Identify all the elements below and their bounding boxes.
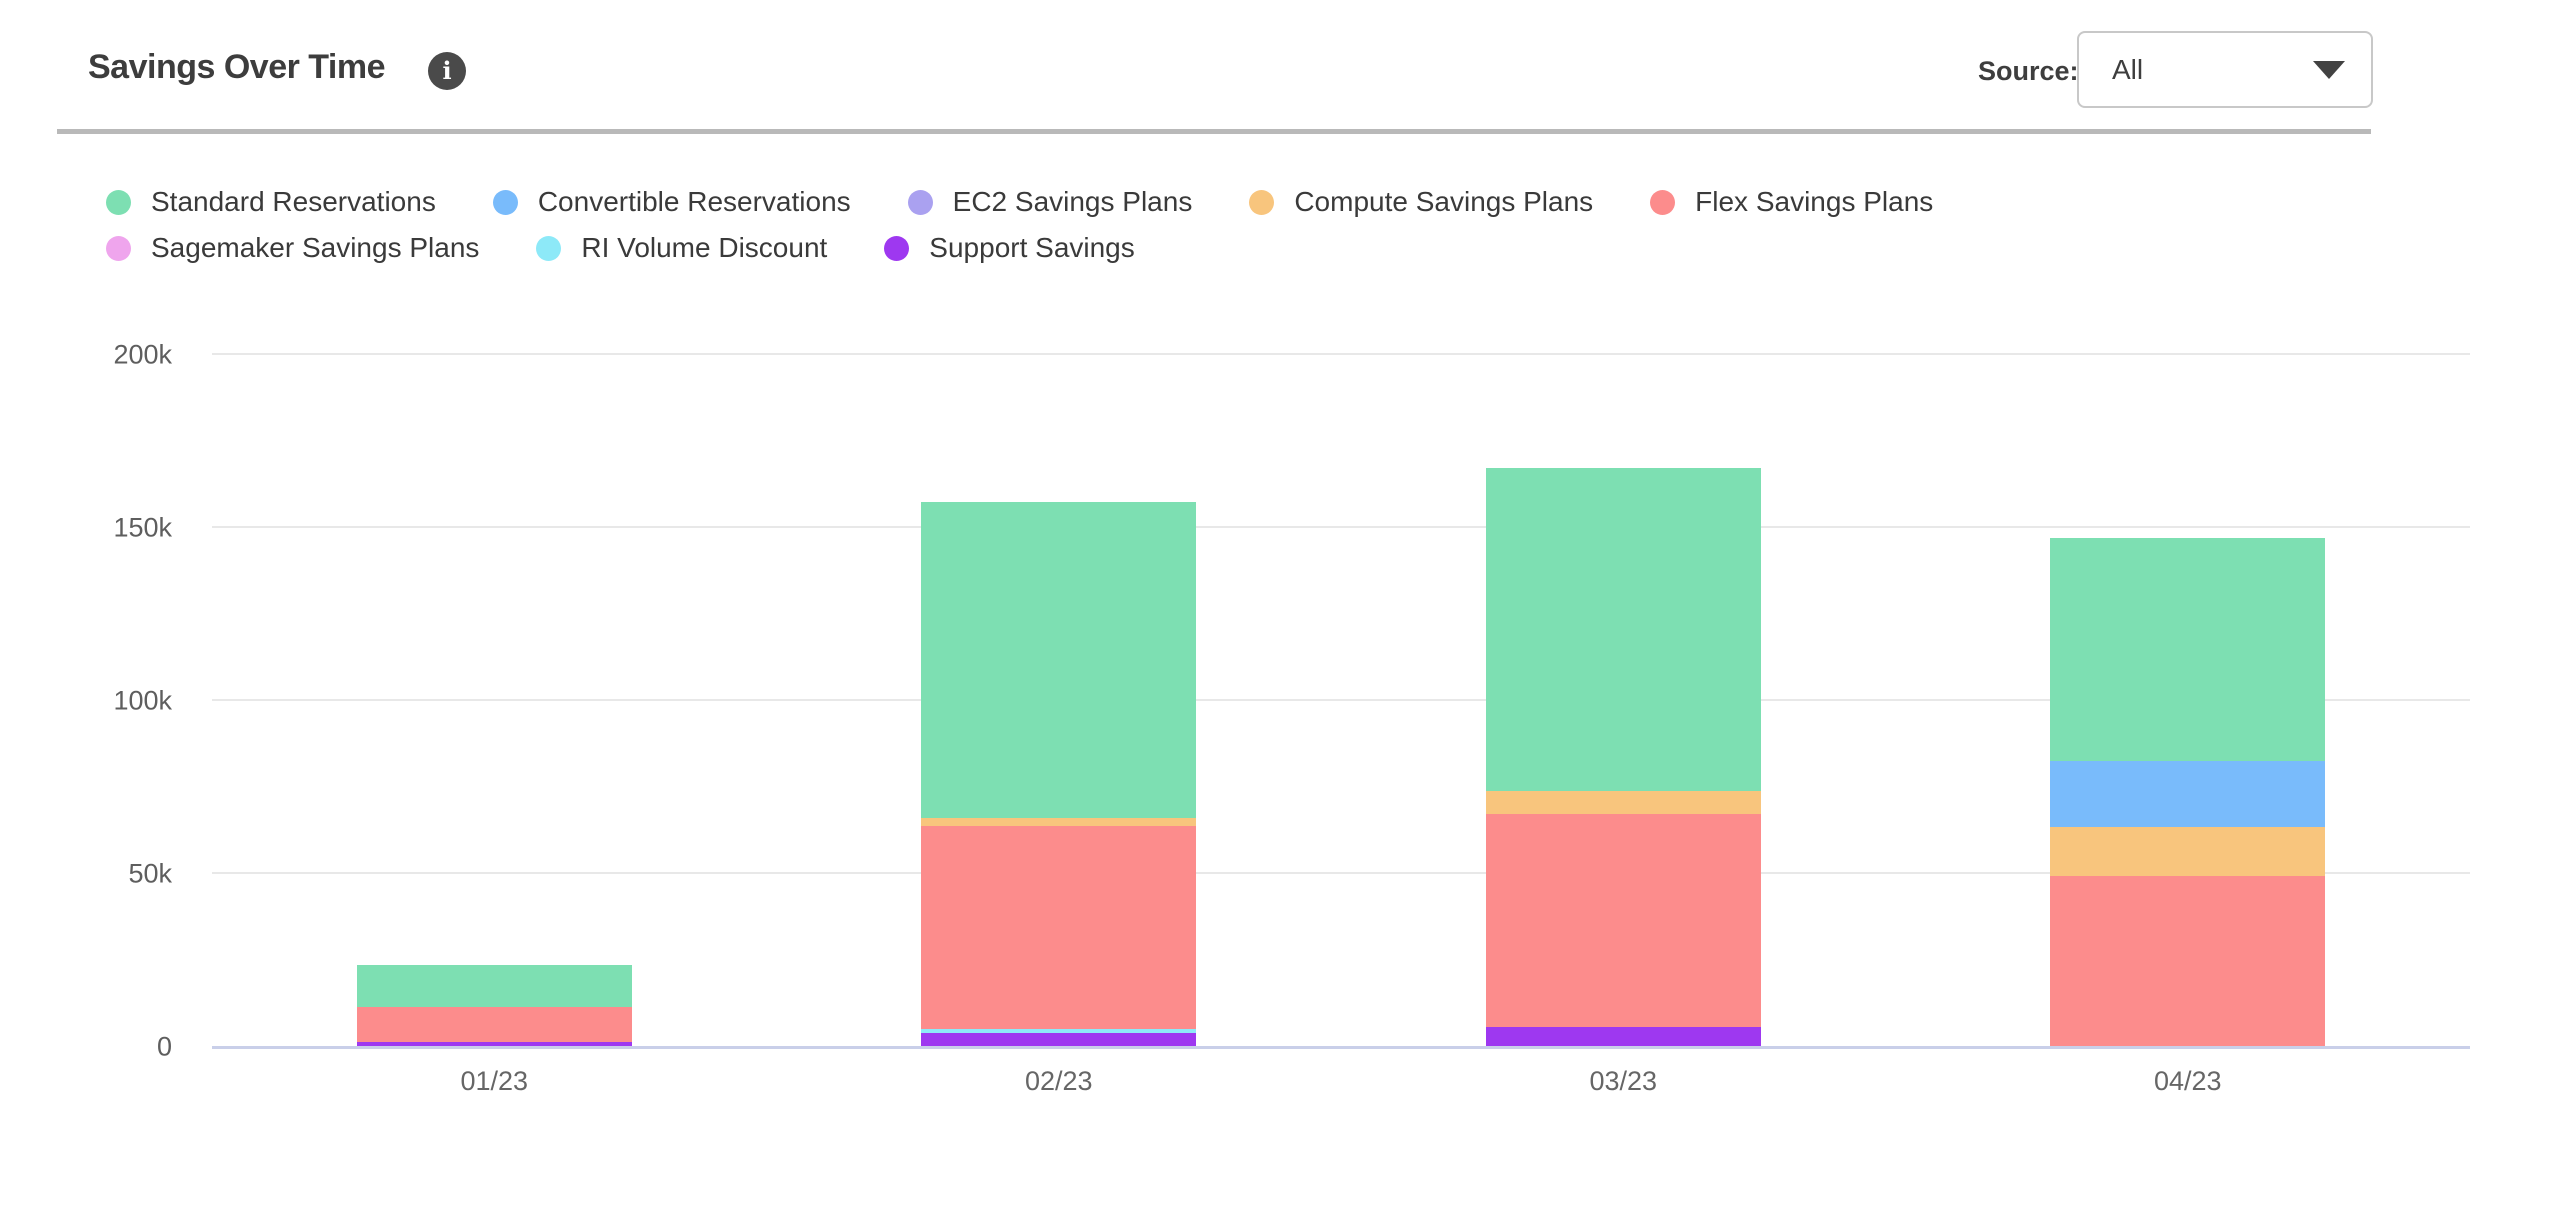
bar-segment-standard-reservations[interactable] bbox=[921, 501, 1197, 818]
legend-dot-icon bbox=[536, 235, 562, 261]
legend-item-sagemaker-savings-plans[interactable]: Sagemaker Savings Plans bbox=[106, 232, 479, 264]
x-axis-line bbox=[212, 1046, 2470, 1049]
bar-segment-support-savings[interactable] bbox=[1485, 1026, 1761, 1046]
plot-area: 01/23 02/23 03/23 04/23 bbox=[212, 300, 2470, 1096]
info-icon[interactable]: i bbox=[428, 52, 466, 90]
legend-item-convertible-reservations[interactable]: Convertible Reservations bbox=[492, 186, 851, 218]
bar-04-23 bbox=[2050, 538, 2326, 1046]
bar-segment-ri-volume-discount[interactable] bbox=[921, 1029, 1197, 1033]
bar-segment-compute-savings-plans[interactable] bbox=[2050, 827, 2326, 877]
legend-item-label: Convertible Reservations bbox=[537, 186, 851, 217]
legend-dot-icon bbox=[492, 189, 518, 215]
legend-item-label: EC2 Savings Plans bbox=[952, 186, 1193, 217]
page-title: Savings Over Time bbox=[88, 48, 386, 86]
x-axis-label-02-23: 02/23 bbox=[1024, 1066, 1093, 1096]
bar-segment-support-savings[interactable] bbox=[921, 1032, 1197, 1046]
legend-item-ri-volume-discount[interactable]: RI Volume Discount bbox=[536, 232, 827, 264]
legend-item-compute-savings-plans[interactable]: Compute Savings Plans bbox=[1249, 186, 1593, 218]
y-axis-label-150k: 150k bbox=[113, 512, 172, 543]
source-label: Source: bbox=[1978, 56, 2079, 86]
bar-segment-compute-savings-plans[interactable] bbox=[1485, 791, 1761, 814]
legend-dot-icon bbox=[907, 189, 933, 215]
legend-dot-icon bbox=[106, 189, 131, 215]
bar-01-23 bbox=[356, 964, 632, 1046]
legend-dot-icon bbox=[1249, 189, 1275, 215]
legend-item-label: Standard Reservations bbox=[151, 186, 436, 217]
x-axis-label-01-23: 01/23 bbox=[460, 1066, 529, 1096]
bar-02-23 bbox=[921, 501, 1197, 1046]
legend-dot-icon bbox=[884, 235, 910, 261]
bar-segment-standard-reservations[interactable] bbox=[1485, 468, 1761, 791]
bar-segment-flex-savings-plans[interactable] bbox=[1485, 813, 1761, 1027]
bar-03-23 bbox=[1485, 468, 1761, 1046]
y-axis-labels: 0 50k 100k 150k 200k bbox=[0, 300, 172, 1062]
gridline-150k bbox=[212, 526, 2470, 528]
bar-segment-standard-reservations[interactable] bbox=[356, 964, 632, 1008]
legend-item-support-savings[interactable]: Support Savings bbox=[884, 232, 1135, 264]
y-axis-label-50k: 50k bbox=[128, 858, 172, 889]
legend-dot-icon bbox=[106, 235, 131, 261]
y-axis-label-200k: 200k bbox=[113, 339, 172, 370]
legend-item-label: Flex Savings Plans bbox=[1695, 186, 1934, 217]
y-axis-label-100k: 100k bbox=[113, 685, 172, 716]
x-axis-label-04-23: 04/23 bbox=[2153, 1066, 2222, 1096]
bar-segment-compute-savings-plans[interactable] bbox=[921, 817, 1197, 826]
chart-legend: Standard Reservations Convertible Reserva… bbox=[106, 186, 2306, 264]
legend-item-standard-reservations[interactable]: Standard Reservations bbox=[106, 186, 436, 218]
legend-item-label: RI Volume Discount bbox=[581, 232, 828, 263]
bar-segment-flex-savings-plans[interactable] bbox=[2050, 876, 2326, 1046]
bar-segment-flex-savings-plans[interactable] bbox=[921, 825, 1197, 1030]
bar-segment-convertible-reservations[interactable] bbox=[2050, 760, 2326, 827]
bar-segment-standard-reservations[interactable] bbox=[2050, 538, 2326, 761]
y-axis-label-0: 0 bbox=[156, 1031, 172, 1062]
legend-item-label: Compute Savings Plans bbox=[1294, 186, 1594, 217]
source-selected-value: All bbox=[2112, 53, 2144, 85]
info-icon-glyph: i bbox=[442, 56, 452, 85]
bar-segment-flex-savings-plans[interactable] bbox=[356, 1007, 632, 1043]
legend-dot-icon bbox=[1650, 189, 1676, 215]
gridline-100k bbox=[212, 699, 2470, 701]
gridline-50k bbox=[212, 872, 2470, 874]
legend-item-label: Sagemaker Savings Plans bbox=[151, 232, 480, 263]
header-divider bbox=[57, 129, 2371, 134]
gridline-200k bbox=[212, 353, 2470, 355]
chevron-down-icon bbox=[2313, 60, 2345, 79]
source-select[interactable]: All bbox=[2077, 31, 2373, 108]
legend-item-label: Support Savings bbox=[929, 232, 1135, 263]
legend-item-ec2-savings-plans[interactable]: EC2 Savings Plans bbox=[907, 186, 1193, 218]
bar-segment-support-savings[interactable] bbox=[356, 1042, 632, 1046]
x-axis-label-03-23: 03/23 bbox=[1589, 1066, 1658, 1096]
legend-item-flex-savings-plans[interactable]: Flex Savings Plans bbox=[1650, 186, 1933, 218]
